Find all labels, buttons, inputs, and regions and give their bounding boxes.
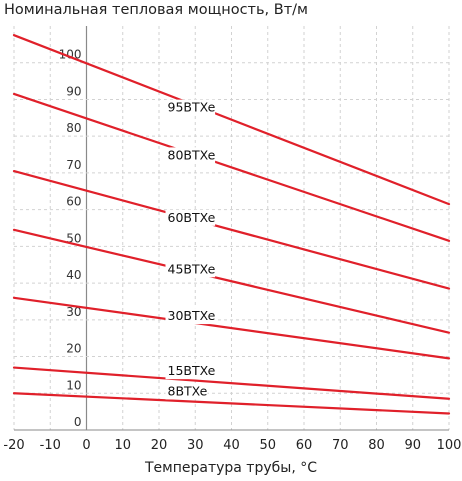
- series-line-8BTXe: [12, 392, 451, 415]
- series-line-80BTXe: [12, 92, 451, 242]
- series-line-95BTXe: [12, 34, 451, 206]
- x-tick-label: 10: [114, 438, 131, 453]
- series-label-80BTXe: 80BTXe: [168, 147, 216, 162]
- series-label-bg: [165, 99, 216, 116]
- x-tick-label: 0: [82, 438, 90, 453]
- series-label-bg: [165, 261, 216, 278]
- series-label-bg: [165, 308, 216, 325]
- y-tick-label: 30: [66, 305, 81, 319]
- x-tick-label: 30: [187, 438, 204, 453]
- series-label-bg: [165, 363, 216, 380]
- x-tick-label: 80: [368, 438, 385, 453]
- series-label-95BTXe: 95BTXe: [168, 100, 216, 115]
- y-tick-label: 60: [66, 195, 81, 209]
- y-tick-label: 90: [66, 84, 81, 98]
- y-tick-label: 50: [66, 231, 81, 245]
- x-tick-label: 70: [332, 438, 349, 453]
- x-tick-label: 40: [223, 438, 240, 453]
- series-line-15BTXe: [12, 366, 451, 400]
- series-line-30BTXe: [12, 296, 451, 360]
- series-label-bg: [165, 383, 208, 400]
- series-line-45BTXe: [12, 228, 451, 334]
- series-line-60BTXe: [12, 169, 451, 290]
- x-axis-label: Температура трубы, °C: [144, 460, 317, 476]
- x-tick-label: -10: [40, 438, 61, 453]
- series-label-60BTXe: 60BTXe: [168, 210, 216, 225]
- x-tick-label: 90: [404, 438, 421, 453]
- series-label-8BTXe: 8BTXe: [168, 383, 208, 398]
- x-tick-label: -20: [3, 438, 24, 453]
- y-tick-label: 80: [66, 121, 81, 135]
- x-tick-label: 60: [296, 438, 313, 453]
- x-tick-label: 20: [151, 438, 168, 453]
- y-tick-label: 70: [66, 158, 81, 172]
- series-label-bg: [165, 209, 216, 226]
- y-tick-label: 40: [66, 268, 81, 282]
- series-label-30BTXe: 30BTXe: [168, 308, 216, 323]
- x-tick-label: 50: [259, 438, 276, 453]
- y-tick-label: 10: [66, 378, 81, 392]
- series-label-45BTXe: 45BTXe: [168, 261, 216, 276]
- x-tick-label: 100: [437, 438, 462, 453]
- series-label-bg: [165, 147, 216, 164]
- series-label-15BTXe: 15BTXe: [168, 363, 216, 378]
- y-tick-label: 0: [74, 415, 82, 429]
- chart-title: Номинальная тепловая мощность, Вт/м: [4, 2, 308, 18]
- y-tick-label: 20: [66, 342, 81, 356]
